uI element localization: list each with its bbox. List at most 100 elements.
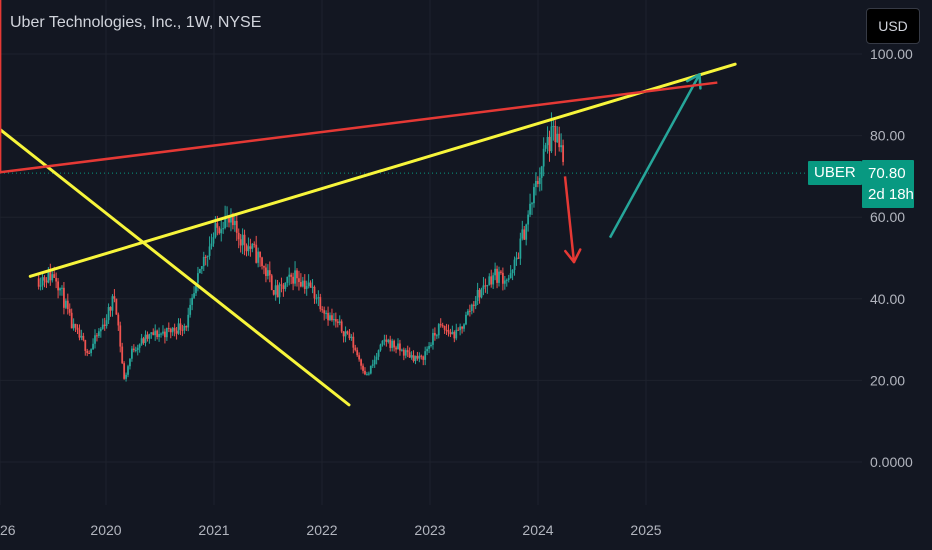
candle-body [550,126,553,152]
candle-body [459,326,462,331]
candle-body [426,348,429,352]
symbol-badge: UBER [808,161,862,185]
candle-body [315,298,318,300]
candle-body [216,223,219,228]
candle-body [162,331,164,334]
chart-title: Uber Technologies, Inc., 1W, NYSE [10,14,262,31]
candle-body [243,234,246,245]
candle-body [375,356,378,360]
candle-body [472,304,475,306]
candle-body [457,329,460,331]
candle-body [257,251,260,263]
candle-body [463,324,465,329]
candle-body [507,278,510,280]
y-tick-label: 0.0000 [870,454,913,470]
candle-body [369,365,372,374]
candle-body [540,166,543,178]
candle-body [420,355,423,357]
candle-body [408,352,411,358]
candle-body [461,326,463,329]
candle-body [377,350,380,357]
candle-body [319,297,322,310]
candle-body [64,300,67,308]
candle-body [445,329,448,331]
candle-body [208,246,211,256]
candle-body [348,333,351,339]
candle-body [433,332,436,336]
candle-body [127,366,129,375]
candle-body [235,220,238,233]
candle-body [150,332,153,334]
candle-body [404,350,407,356]
candle-body [362,365,364,371]
last-price-value: 70.80 [868,165,906,182]
candle-body [428,346,430,349]
candle-body [301,280,304,287]
candle-body [111,296,114,311]
candle-body [51,274,54,281]
bar-countdown: 2d 18h [868,186,914,203]
candle-body [148,333,151,339]
currency-button[interactable]: USD [866,8,920,44]
candle-body [290,274,293,277]
candle-body [538,177,541,185]
candle-body [468,310,471,312]
candle-body [210,243,213,247]
candle-body [129,358,131,367]
candle-body [55,277,58,282]
candle-body [66,300,69,310]
candle-body [529,203,531,215]
y-tick-label: 40.00 [870,291,905,307]
candle-body [105,320,108,327]
candle-body [125,374,127,379]
candle-body [278,284,281,298]
candle-body [270,275,273,291]
candle-body [109,307,112,311]
candle-body [515,257,518,260]
candle-body [284,282,287,289]
x-tick-label: 2024 [522,522,553,538]
candle-body [505,279,508,281]
candle-body [101,324,104,329]
candle-body [169,328,172,333]
candle-body [299,282,302,287]
candle-body [70,312,73,329]
candle-body [552,125,555,127]
candle-body [167,328,170,330]
candle-body [265,267,267,276]
candle-body [53,274,56,278]
candle-body [59,288,61,291]
candle-body [99,328,102,332]
candle-body [288,274,291,277]
candle-body [142,338,145,343]
candle-body [533,187,535,204]
candle-body [117,314,120,326]
candle-body [228,216,230,223]
candle-body [366,374,368,376]
candle-body [144,334,147,343]
candle-body [160,333,162,335]
candle-body [329,315,331,321]
candle-body [342,331,345,337]
candle-body [453,331,456,339]
candle-body [441,325,444,327]
candle-body [498,271,500,283]
candle-body [521,229,524,239]
candle-body [115,298,118,315]
candle-body [253,243,256,245]
candle-body [311,286,314,288]
candle-body [321,309,324,311]
candle-body [294,270,296,284]
candle-body [523,229,526,240]
candle-body [496,268,498,283]
candle-body [383,339,386,341]
candle-body [443,325,446,330]
candle-body [272,290,275,295]
x-tick-label: 2025 [630,522,661,538]
candle-body [430,344,432,347]
candle-body [542,148,545,167]
candle-body [509,273,512,279]
candle-body [492,275,495,285]
upper-trendline [28,62,737,278]
